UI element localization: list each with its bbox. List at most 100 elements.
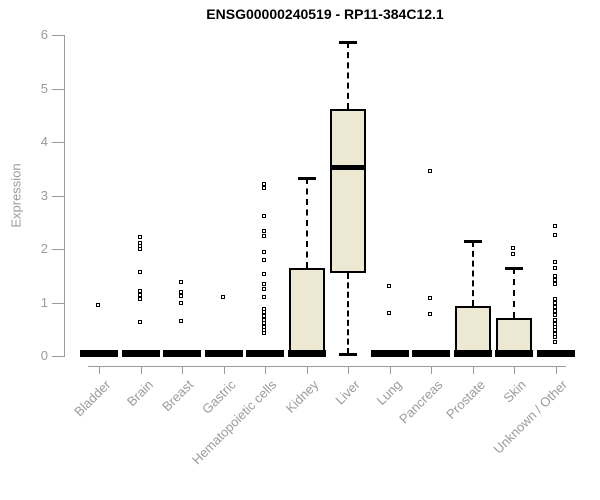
outlier-point bbox=[179, 294, 183, 298]
outlier-point bbox=[553, 313, 557, 317]
outlier-point bbox=[179, 319, 183, 323]
outlier-point bbox=[553, 266, 557, 270]
outlier-point bbox=[138, 289, 142, 293]
upper-whisker bbox=[306, 178, 308, 268]
outlier-point bbox=[553, 340, 557, 344]
outlier-point bbox=[138, 320, 142, 324]
outlier-point bbox=[96, 303, 100, 307]
upper-whisker-cap bbox=[464, 240, 482, 243]
outlier-point bbox=[262, 250, 266, 254]
y-axis-tick bbox=[52, 196, 64, 197]
lower-whisker-cap bbox=[339, 353, 357, 356]
x-axis-tick bbox=[224, 366, 225, 374]
x-axis-tick bbox=[556, 366, 557, 374]
upper-whisker-cap bbox=[339, 41, 357, 44]
x-axis-tick bbox=[431, 366, 432, 374]
outlier-point bbox=[262, 331, 266, 335]
outlier-point bbox=[262, 258, 266, 262]
x-axis-tick bbox=[473, 366, 474, 374]
outlier-point bbox=[553, 233, 557, 237]
collapsed-box bbox=[537, 350, 575, 357]
outlier-point bbox=[428, 296, 432, 300]
y-tick-label: 5 bbox=[40, 81, 48, 96]
outlier-point bbox=[262, 272, 266, 276]
x-axis-tick bbox=[99, 366, 100, 374]
upper-whisker bbox=[347, 42, 349, 109]
outlier-point bbox=[553, 260, 557, 264]
outlier-point bbox=[138, 293, 142, 297]
y-tick-label: 2 bbox=[40, 241, 48, 256]
y-tick-label: 3 bbox=[40, 188, 48, 203]
outlier-point bbox=[553, 309, 557, 313]
outlier-point bbox=[262, 287, 266, 291]
outlier-point bbox=[262, 182, 266, 186]
x-tick-label: Lung bbox=[373, 377, 405, 409]
outlier-point bbox=[553, 301, 557, 305]
x-tick-label: Skin bbox=[500, 377, 529, 406]
outlier-point bbox=[262, 310, 266, 314]
y-tick-label: 0 bbox=[40, 348, 48, 363]
x-axis-tick bbox=[514, 366, 515, 374]
collapsed-box bbox=[371, 350, 409, 357]
outlier-point bbox=[262, 321, 266, 325]
y-axis-tick bbox=[52, 142, 64, 143]
outlier-point bbox=[262, 295, 266, 299]
outlier-point bbox=[387, 284, 391, 288]
upper-whisker bbox=[513, 268, 515, 318]
outlier-point bbox=[553, 335, 557, 339]
outlier-point bbox=[553, 278, 557, 282]
upper-whisker-cap bbox=[505, 267, 523, 270]
median-line bbox=[454, 350, 492, 357]
lower-whisker bbox=[347, 273, 349, 354]
x-axis-tick bbox=[265, 366, 266, 374]
y-axis-tick bbox=[52, 249, 64, 250]
outlier-point bbox=[262, 234, 266, 238]
outlier-point bbox=[221, 295, 225, 299]
outlier-point bbox=[511, 252, 515, 256]
outlier-point bbox=[262, 186, 266, 190]
collapsed-box bbox=[246, 350, 284, 357]
collapsed-box bbox=[412, 350, 450, 357]
y-axis-tick bbox=[52, 35, 64, 36]
box bbox=[330, 109, 366, 273]
outlier-point bbox=[138, 235, 142, 239]
y-axis-line bbox=[64, 35, 65, 357]
y-tick-label: 6 bbox=[40, 27, 48, 42]
x-axis-tick bbox=[348, 366, 349, 374]
outlier-point bbox=[553, 328, 557, 332]
outlier-point bbox=[428, 169, 432, 173]
outlier-point bbox=[262, 314, 266, 318]
outlier-point bbox=[511, 246, 515, 250]
outlier-point bbox=[553, 224, 557, 228]
box bbox=[455, 306, 491, 356]
x-tick-label: Kidney bbox=[282, 377, 322, 416]
chart-title: ENSG00000240519 - RP11-384C12.1 bbox=[206, 6, 444, 22]
collapsed-box bbox=[205, 350, 243, 357]
x-tick-label: Breast bbox=[159, 377, 197, 415]
y-axis-tick bbox=[52, 303, 64, 304]
outlier-point bbox=[553, 318, 557, 322]
outlier-point bbox=[138, 270, 142, 274]
x-tick-label: Unknown / Other bbox=[491, 377, 571, 457]
y-axis-tick bbox=[52, 89, 64, 90]
outlier-point bbox=[428, 312, 432, 316]
outlier-point bbox=[387, 311, 391, 315]
outlier-point bbox=[553, 305, 557, 309]
collapsed-box bbox=[80, 350, 118, 357]
upper-whisker-cap bbox=[298, 177, 316, 180]
x-tick-label: Prostate bbox=[442, 377, 488, 422]
box bbox=[289, 268, 325, 356]
median-line bbox=[288, 350, 326, 357]
upper-whisker bbox=[472, 241, 474, 306]
median-line bbox=[330, 165, 366, 170]
x-tick-label: Bladder bbox=[71, 377, 114, 420]
outlier-point bbox=[179, 301, 183, 305]
x-axis-tick bbox=[182, 366, 183, 374]
outlier-point bbox=[138, 247, 142, 251]
x-tick-label: Pancreas bbox=[396, 377, 446, 427]
x-axis-line bbox=[88, 366, 566, 367]
outlier-point bbox=[262, 214, 266, 218]
outlier-point bbox=[262, 229, 266, 233]
